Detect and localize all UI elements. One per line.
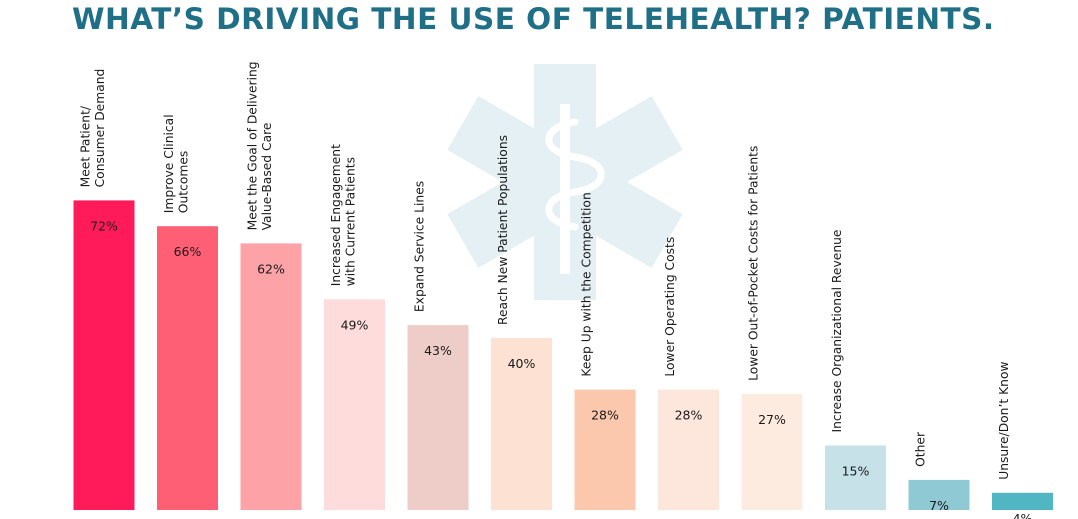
value-label: 27% xyxy=(758,412,786,427)
category-label: Increased Engagement xyxy=(329,144,343,286)
bar xyxy=(491,338,552,510)
value-label: 4% xyxy=(1013,511,1033,519)
category-label: Lower Operating Costs xyxy=(663,237,677,377)
bars-layer: 72% Meet Patient/Consumer Demand 66% Improv… xyxy=(73,61,1053,519)
chart-title: WHAT’S DRIVING THE USE OF TELEHEALTH? PA… xyxy=(72,2,995,36)
bar xyxy=(741,393,803,510)
category-label: Other xyxy=(914,431,928,467)
value-label: 40% xyxy=(508,356,536,371)
star-of-life-watermark xyxy=(447,64,683,300)
watermark-serpent xyxy=(545,118,605,231)
value-label: 28% xyxy=(591,408,619,423)
bar xyxy=(574,389,636,510)
category-label: Expand Service Lines xyxy=(413,181,427,312)
category-label: Meet Patient/ xyxy=(79,105,93,187)
bar xyxy=(407,325,469,510)
bar xyxy=(73,200,135,510)
value-label: 66% xyxy=(174,244,202,259)
category-label: Lower Out-of-Pocket Costs for Patients xyxy=(747,146,761,381)
watermark-staff xyxy=(560,104,570,274)
value-label: 7% xyxy=(929,498,949,513)
category-label: Value-Based Care xyxy=(260,122,274,230)
category-label: Consumer Demand xyxy=(93,69,107,188)
value-label: 15% xyxy=(842,464,870,479)
value-label: 62% xyxy=(257,261,285,276)
category-label: Outcomes xyxy=(177,151,191,214)
bar xyxy=(908,479,970,510)
category-label: Improve Clinical xyxy=(162,114,176,213)
category-label: Keep Up with the Competition xyxy=(580,192,594,376)
bar xyxy=(324,299,385,510)
value-label: 72% xyxy=(90,218,118,233)
category-label: with Current Patients xyxy=(344,157,358,286)
category-label: Meet the Goal of Delivering xyxy=(246,61,260,230)
value-label: 28% xyxy=(675,408,703,423)
value-label: 43% xyxy=(424,343,452,358)
bar xyxy=(157,226,218,510)
category-label: Increase Organizational Revenue xyxy=(830,230,844,433)
value-label: 49% xyxy=(341,317,369,332)
bar xyxy=(658,389,719,510)
category-label: Reach New Patient Populations xyxy=(496,135,510,325)
bar xyxy=(825,445,886,510)
bar xyxy=(240,243,302,510)
bar xyxy=(992,492,1053,510)
category-label: Unsure/Don’t Know xyxy=(997,361,1011,479)
